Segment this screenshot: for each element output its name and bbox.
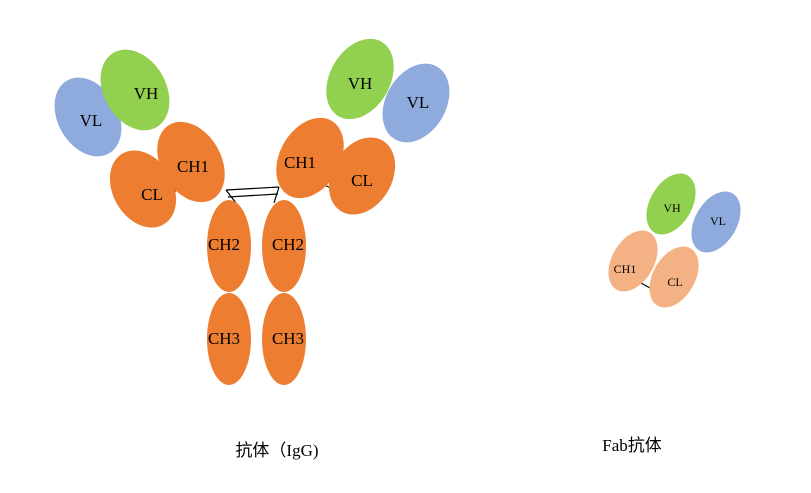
domain-label: VL (407, 93, 430, 112)
domain (608, 230, 658, 292)
domain (109, 150, 177, 228)
domain-label: VH (663, 201, 681, 215)
domain (326, 38, 394, 120)
domain (328, 137, 396, 215)
domain (649, 246, 699, 308)
domain (382, 63, 450, 143)
hinge-bond (227, 193, 279, 198)
domain (276, 117, 344, 199)
caption: Fab抗体 (602, 436, 662, 455)
domain (691, 191, 741, 253)
domain-label: CL (667, 275, 682, 289)
domain-label: CH2 (208, 235, 240, 254)
domain (262, 200, 306, 292)
domain-label: CH3 (272, 329, 304, 348)
domain (646, 173, 696, 235)
domain-label: CL (141, 185, 163, 204)
domain (207, 200, 251, 292)
domain (157, 121, 225, 203)
domain-label: VH (348, 74, 373, 93)
domain (100, 49, 170, 131)
domain-label: VL (80, 111, 103, 130)
hinge-bond (273, 186, 280, 204)
domain-label: CH2 (272, 235, 304, 254)
hinge-bond (225, 189, 237, 204)
domain-label: CH1 (177, 157, 209, 176)
caption: 抗体（IgG) (235, 441, 318, 460)
domain-label: VL (710, 214, 726, 228)
domain-label: CL (351, 171, 373, 190)
domain (207, 293, 251, 385)
hinge-bond (225, 186, 280, 191)
domain-label: VH (134, 84, 159, 103)
domain (262, 293, 306, 385)
domain-label: CH1 (614, 262, 637, 276)
domain-label: CH1 (284, 153, 316, 172)
domain-label: CH3 (208, 329, 240, 348)
